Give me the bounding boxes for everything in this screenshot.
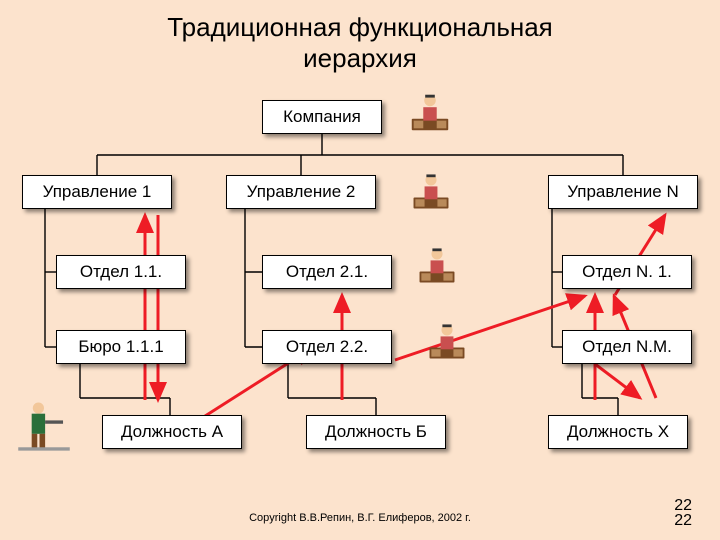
standing-worker-icon — [16, 398, 72, 462]
desk-figure-icon — [406, 88, 454, 136]
title-line2: иерархия — [303, 43, 417, 73]
desk-figure-0 — [406, 88, 454, 144]
node-deptN1: Отдел N. 1. — [562, 255, 692, 289]
desk-figure-icon — [408, 168, 454, 214]
title-line1: Традиционная функциональная — [167, 12, 553, 42]
node-mgmt1: Управление 1 — [22, 175, 172, 209]
node-mgmt2: Управление 2 — [226, 175, 376, 209]
desk-figure-icon — [424, 318, 470, 364]
page-title: Традиционная функциональная иерархия — [0, 0, 720, 74]
node-buro111: Бюро 1.1.1 — [56, 330, 186, 364]
desk-figure-1 — [408, 168, 454, 222]
copyright-text: Copyright В.В.Репин, В.Г. Елиферов, 2002… — [0, 512, 720, 524]
desk-figure-2 — [414, 242, 460, 296]
node-posB: Должность Б — [306, 415, 446, 449]
node-posA: Должность А — [102, 415, 242, 449]
node-posX: Должность Х — [548, 415, 688, 449]
node-dept21: Отдел 2.1. — [262, 255, 392, 289]
node-dept22: Отдел 2.2. — [262, 330, 392, 364]
page-number: 22 22 — [674, 499, 692, 528]
node-dept11: Отдел 1.1. — [56, 255, 186, 289]
desk-figure-3 — [424, 318, 470, 372]
node-mgmtN: Управление N — [548, 175, 698, 209]
node-company: Компания — [262, 100, 382, 134]
node-deptNM: Отдел N.M. — [562, 330, 692, 364]
desk-figure-icon — [414, 242, 460, 288]
